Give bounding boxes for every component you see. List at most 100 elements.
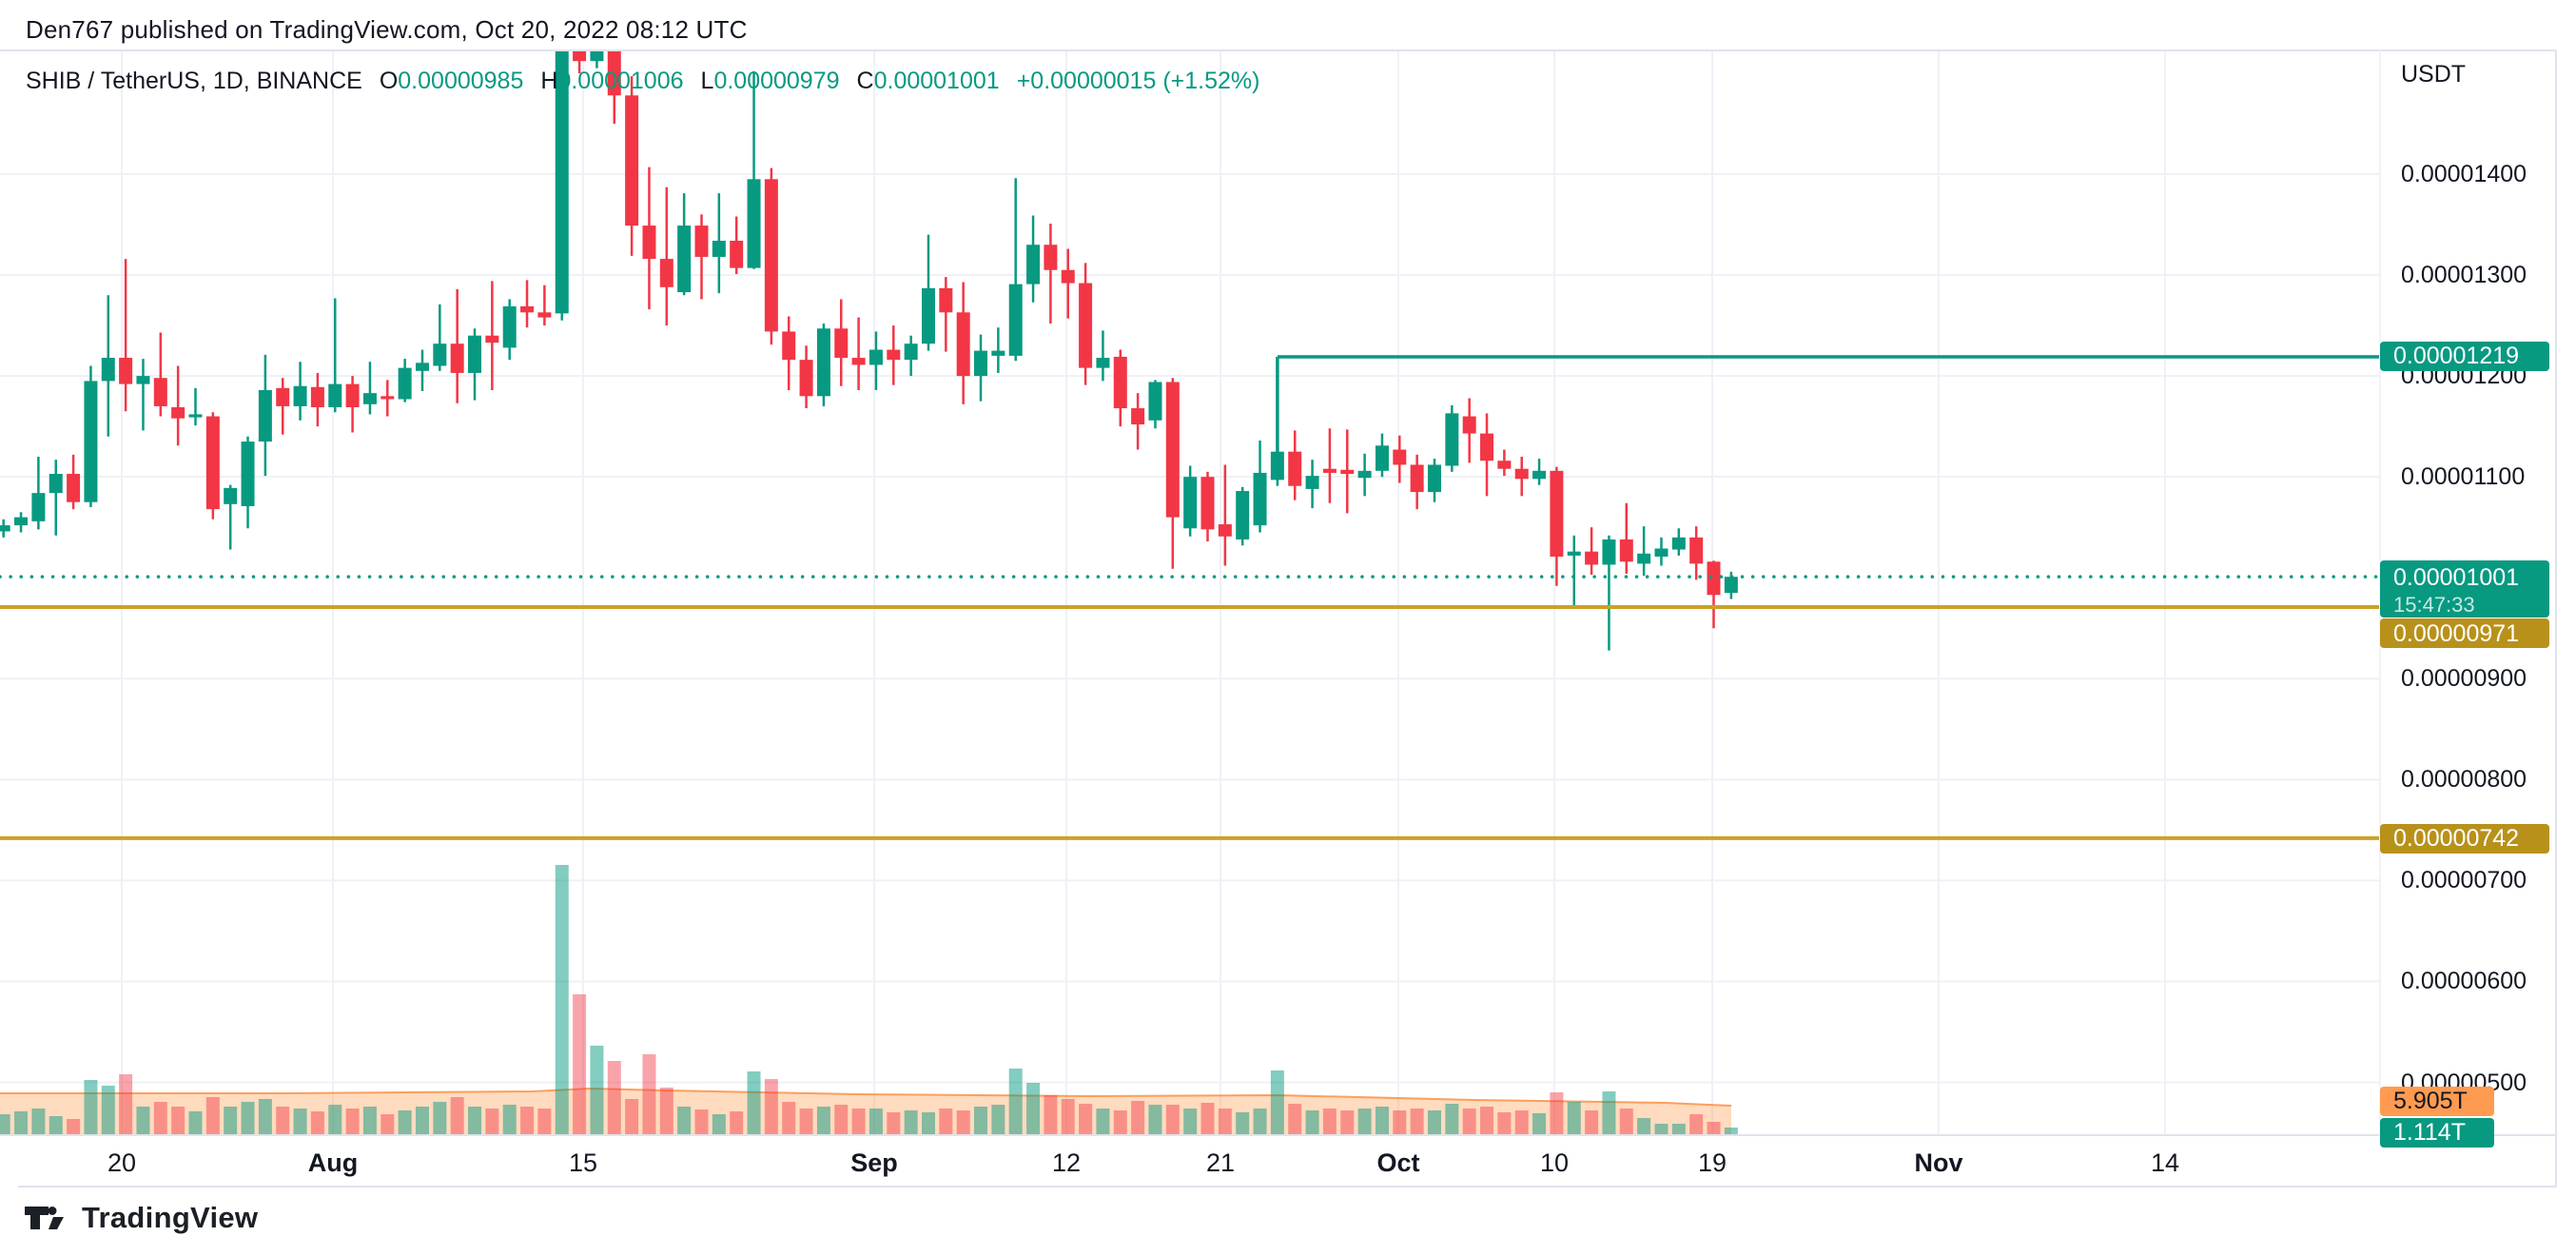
volume-bar[interactable] — [1200, 1103, 1215, 1135]
volume-bar[interactable] — [642, 1054, 656, 1135]
volume-bar[interactable] — [1218, 1109, 1232, 1135]
volume-bar[interactable] — [782, 1102, 796, 1135]
candle[interactable] — [0, 525, 10, 532]
volume-bar[interactable] — [590, 1046, 604, 1135]
volume-bar[interactable] — [276, 1107, 290, 1135]
volume-bar[interactable] — [415, 1107, 429, 1135]
candle[interactable] — [764, 179, 778, 332]
volume-bar[interactable] — [1602, 1091, 1616, 1135]
volume-bar[interactable] — [1288, 1104, 1302, 1135]
candle[interactable] — [642, 226, 656, 260]
volume-bar[interactable] — [1270, 1070, 1284, 1135]
candle[interactable] — [1724, 577, 1738, 594]
candle[interactable] — [398, 367, 412, 400]
candle[interactable] — [1393, 449, 1407, 465]
candle[interactable] — [1357, 470, 1372, 479]
volume-bar[interactable] — [171, 1107, 185, 1135]
volume-bar[interactable] — [887, 1112, 901, 1135]
candle[interactable] — [782, 331, 796, 361]
volume-bar[interactable] — [956, 1110, 970, 1135]
candle[interactable] — [84, 381, 98, 502]
candle[interactable] — [224, 487, 238, 504]
volume-bar[interactable] — [1445, 1104, 1459, 1135]
candle[interactable] — [1567, 551, 1581, 556]
candle[interactable] — [1637, 553, 1651, 564]
volume-bar[interactable] — [607, 1061, 621, 1135]
volume-bar[interactable] — [468, 1107, 482, 1135]
volume-bar[interactable] — [851, 1109, 866, 1135]
tradingview-logo[interactable]: TradingView — [24, 1201, 258, 1235]
candle[interactable] — [381, 396, 395, 400]
candle[interactable] — [1427, 464, 1441, 493]
candle[interactable] — [1305, 476, 1319, 489]
candle[interactable] — [1550, 470, 1564, 557]
volume-bar[interactable] — [573, 994, 587, 1135]
volume-bar[interactable] — [991, 1105, 1005, 1135]
volume-bar[interactable] — [101, 1086, 115, 1135]
candle[interactable] — [1165, 382, 1180, 518]
candle[interactable] — [1585, 551, 1599, 565]
volume-bar[interactable] — [328, 1105, 342, 1135]
candle[interactable] — [450, 343, 464, 373]
candle[interactable] — [14, 517, 29, 526]
volume-bar[interactable] — [1148, 1105, 1162, 1135]
volume-bar[interactable] — [84, 1080, 98, 1135]
candle[interactable] — [1113, 356, 1127, 409]
candle[interactable] — [1183, 477, 1198, 529]
candle[interactable] — [659, 259, 673, 287]
volume-bar[interactable] — [1427, 1110, 1441, 1135]
volume-bar[interactable] — [1008, 1069, 1023, 1135]
candle[interactable] — [310, 386, 324, 407]
volume-bar[interactable] — [730, 1111, 744, 1135]
candle[interactable] — [520, 305, 535, 313]
candle[interactable] — [136, 376, 150, 384]
volume-bar[interactable] — [1532, 1113, 1547, 1135]
volume-bar[interactable] — [1637, 1118, 1651, 1135]
candle[interactable] — [555, 0, 569, 314]
volume-bar[interactable] — [205, 1097, 220, 1135]
candle[interactable] — [67, 473, 81, 502]
candle[interactable] — [816, 328, 830, 397]
volume-bar[interactable] — [433, 1102, 447, 1135]
volume-bar[interactable] — [764, 1079, 778, 1135]
candle[interactable] — [730, 240, 744, 268]
volume-bar[interactable] — [31, 1109, 46, 1135]
candle[interactable] — [939, 287, 953, 313]
candle[interactable] — [868, 349, 883, 365]
candle[interactable] — [415, 363, 429, 371]
candle[interactable] — [1218, 524, 1232, 537]
candle[interactable] — [1200, 477, 1215, 530]
volume-bar[interactable] — [398, 1110, 412, 1135]
volume-bar[interactable] — [747, 1071, 761, 1135]
volume-bar[interactable] — [1514, 1110, 1529, 1135]
volume-bar[interactable] — [1026, 1083, 1041, 1135]
volume-bar[interactable] — [1550, 1092, 1564, 1135]
candle[interactable] — [677, 226, 692, 293]
volume-bar[interactable] — [974, 1107, 988, 1135]
volume-bar[interactable] — [188, 1111, 203, 1135]
volume-bar[interactable] — [258, 1099, 272, 1135]
candle[interactable] — [328, 383, 342, 407]
candle[interactable] — [468, 335, 482, 373]
volume-bar[interactable] — [1113, 1110, 1127, 1135]
candle[interactable] — [49, 473, 63, 494]
volume-bar[interactable] — [1671, 1124, 1686, 1135]
volume-bar[interactable] — [293, 1109, 307, 1135]
volume-bar[interactable] — [1375, 1107, 1389, 1135]
volume-bar[interactable] — [520, 1107, 535, 1135]
volume-bar[interactable] — [816, 1107, 830, 1135]
candle[interactable] — [205, 416, 220, 510]
volume-bar[interactable] — [1585, 1110, 1599, 1135]
candle[interactable] — [1619, 539, 1633, 562]
candle[interactable] — [590, 0, 604, 62]
candle[interactable] — [101, 358, 115, 382]
volume-bar[interactable] — [1462, 1109, 1476, 1135]
volume-bar[interactable] — [868, 1109, 883, 1135]
candle[interactable] — [1689, 537, 1704, 564]
volume-bar[interactable] — [555, 865, 569, 1135]
volume-bar[interactable] — [14, 1111, 29, 1135]
volume-bar[interactable] — [362, 1107, 377, 1135]
volume-bar[interactable] — [0, 1114, 10, 1135]
volume-bar[interactable] — [345, 1109, 360, 1135]
volume-bar[interactable] — [1131, 1101, 1145, 1135]
